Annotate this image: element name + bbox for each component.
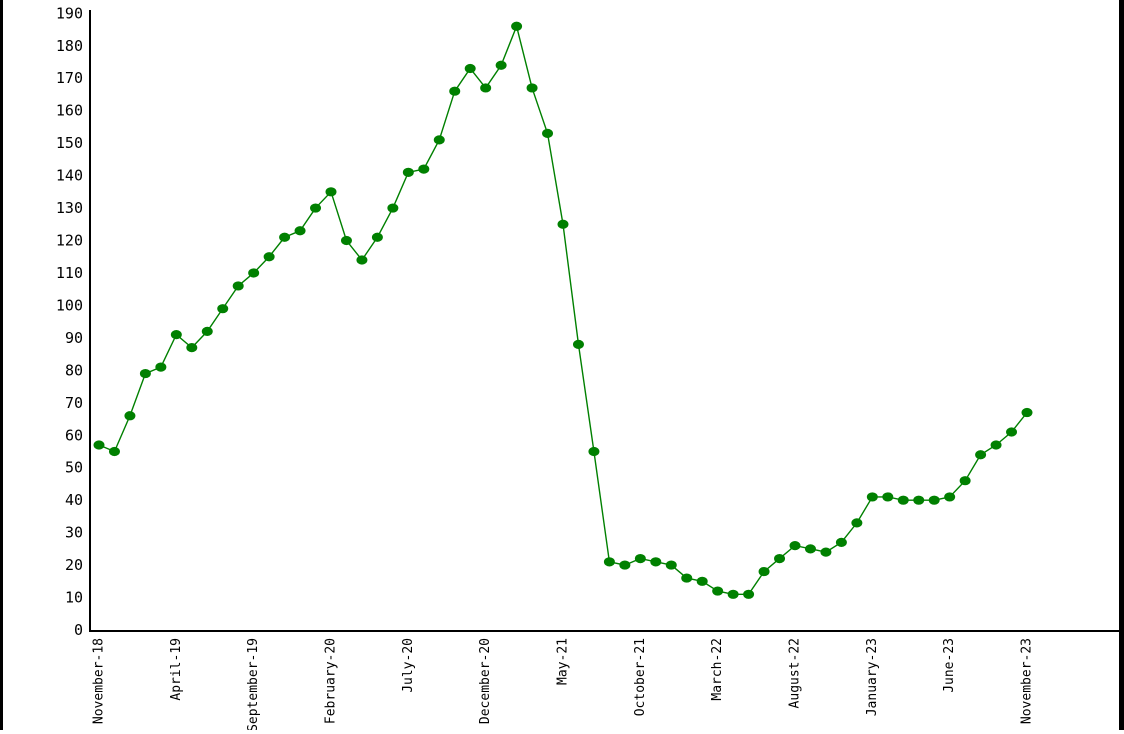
data-point [758, 566, 770, 577]
y-tick-label: 130 [56, 199, 83, 217]
y-tick-label: 160 [56, 102, 83, 120]
data-point [124, 411, 136, 421]
x-tick-label: November-23 [1020, 638, 1035, 724]
data-point [371, 232, 383, 242]
data-point [340, 235, 352, 246]
data-point [310, 203, 322, 213]
x-tick-label: January-23 [865, 638, 880, 716]
data-point [1006, 427, 1018, 437]
data-point [820, 547, 832, 557]
data-point [108, 446, 120, 457]
data-point [93, 440, 105, 450]
data-line [98, 24, 1028, 595]
y-tick-label: 140 [56, 167, 83, 185]
data-point [882, 492, 894, 502]
data-point [232, 281, 244, 291]
y-tick-label: 180 [56, 37, 83, 55]
data-point [572, 339, 584, 349]
y-tick-label: 0 [74, 621, 83, 639]
y-tick-label: 60 [65, 426, 83, 444]
data-point [294, 226, 306, 236]
data-point [913, 495, 925, 505]
data-point [959, 476, 971, 486]
data-point [603, 557, 615, 567]
data-point [402, 167, 414, 177]
data-point [619, 560, 631, 570]
data-point [851, 518, 863, 528]
data-point [170, 330, 182, 340]
data-point [356, 255, 368, 265]
y-tick-label: 80 [65, 361, 83, 379]
data-point [650, 557, 662, 567]
data-point [835, 537, 847, 547]
data-point [480, 83, 492, 93]
data-point [743, 589, 755, 599]
data-point [774, 553, 786, 564]
data-point [804, 544, 816, 554]
data-point [433, 135, 445, 145]
y-tick-label: 120 [56, 232, 83, 250]
x-tick-label: August-22 [788, 638, 803, 708]
data-point [495, 60, 507, 70]
data-point [665, 560, 677, 570]
data-point [139, 368, 151, 379]
data-point [727, 589, 739, 599]
y-tick-label: 70 [65, 394, 83, 412]
data-point [464, 63, 476, 74]
x-tick-label: November-18 [92, 638, 107, 724]
y-tick-label: 170 [56, 69, 83, 87]
y-tick-label: 50 [65, 459, 83, 477]
data-point [897, 495, 909, 505]
data-point [201, 326, 213, 336]
data-point [248, 268, 260, 278]
data-point [511, 21, 523, 31]
y-tick-label: 30 [65, 524, 83, 542]
data-point [418, 164, 430, 174]
data-point [217, 304, 229, 314]
x-tick-label: December-20 [478, 638, 493, 724]
right-window-edge [1119, 0, 1124, 730]
data-point [712, 586, 724, 596]
y-tick-label: 150 [56, 134, 83, 152]
data-point [263, 252, 275, 262]
data-point [155, 362, 167, 372]
data-point [279, 232, 291, 242]
y-tick-label: 40 [65, 491, 83, 509]
data-point [634, 553, 646, 564]
data-point [928, 495, 940, 505]
data-point [557, 219, 569, 229]
data-point [387, 203, 399, 213]
x-tick-label: June-23 [942, 638, 957, 693]
data-point [588, 446, 600, 457]
x-tick-label: October-21 [633, 638, 648, 716]
x-tick-label: July-20 [401, 638, 416, 693]
y-tick-label: 110 [56, 264, 83, 282]
data-point [990, 440, 1002, 450]
data-point [944, 492, 956, 502]
data-point [526, 83, 538, 93]
x-tick-label: September-19 [246, 638, 261, 730]
data-point [866, 492, 878, 502]
x-tick-label: February-20 [324, 638, 339, 724]
y-tick-label: 100 [56, 296, 83, 314]
y-tick-label: 90 [65, 329, 83, 347]
x-tick-label: May-21 [556, 638, 571, 685]
y-tick-label: 190 [56, 4, 83, 22]
data-point [542, 128, 554, 138]
data-point [681, 573, 693, 583]
data-point [696, 576, 708, 586]
y-tick-label: 10 [65, 589, 83, 607]
x-tick-label: April-19 [169, 638, 184, 701]
data-point [1021, 407, 1033, 418]
data-point [975, 450, 987, 460]
data-point [789, 541, 801, 551]
left-window-edge [0, 0, 3, 730]
data-point [449, 86, 461, 96]
y-tick-label: 20 [65, 556, 83, 574]
data-point [186, 343, 198, 353]
x-tick-label: March-22 [710, 638, 725, 701]
data-point [325, 187, 337, 197]
